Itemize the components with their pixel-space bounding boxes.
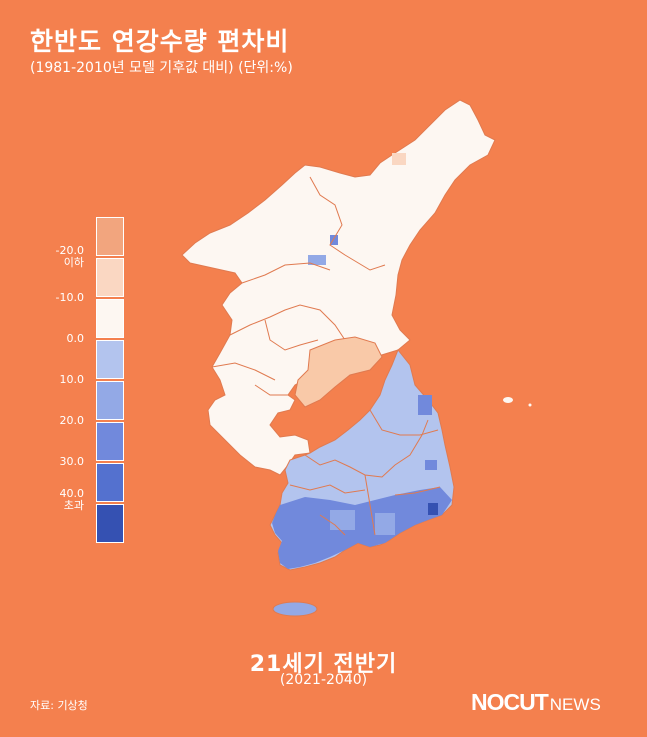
map-title: 한반도 연강수량 편차비 <box>30 27 290 56</box>
legend-label: 40.0 초과 <box>59 487 85 512</box>
map-subtitle: (1981-2010년 모델 기후값 대비) (단위:%) <box>30 60 293 76</box>
legend-label: 30.0 <box>59 455 85 468</box>
north-korea-region <box>181 99 496 476</box>
legend-label: 10.0 <box>59 373 85 386</box>
legend-label: -20.0 이하 <box>55 244 84 269</box>
legend-swatch <box>96 504 124 543</box>
legend-label: -10.0 <box>55 291 84 304</box>
legend-swatch <box>96 258 124 297</box>
source-label: 자료: 기상청 <box>30 699 88 712</box>
period-title: 21세기 전반기 <box>249 652 398 677</box>
legend-swatch <box>96 299 124 338</box>
legend-label: 0.0 <box>66 332 85 345</box>
period-years: (2021-2040) <box>279 672 368 688</box>
color-legend: -20.0 이하 -10.0 0.0 10.0 20.0 30.0 40.0 초과 <box>56 217 124 545</box>
korea-precipitation-map <box>181 99 532 617</box>
legend-swatch <box>96 217 124 256</box>
legend-swatch <box>96 422 124 461</box>
legend-swatch <box>96 340 124 379</box>
nocut-news-logo: NOCUT NEWS <box>471 689 601 715</box>
legend-label: 20.0 <box>59 414 85 427</box>
legend-swatch <box>96 381 124 420</box>
jeju-island <box>272 601 318 617</box>
legend-swatch <box>96 463 124 502</box>
